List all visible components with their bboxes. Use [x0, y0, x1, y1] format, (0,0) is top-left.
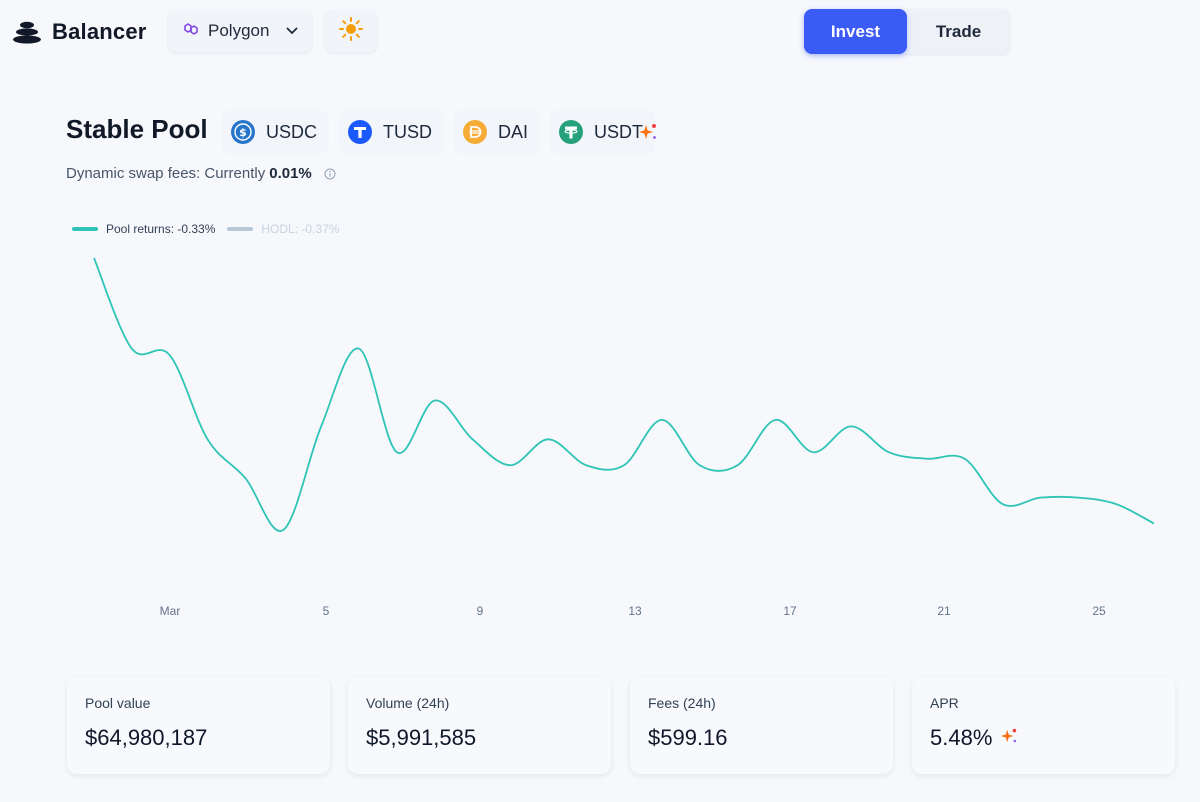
- sparkle-icon[interactable]: [1000, 725, 1018, 751]
- data-point[interactable]: [848, 423, 854, 429]
- legend-pool-returns[interactable]: Pool returns: -0.33%: [72, 222, 215, 236]
- stat-label: APR: [930, 695, 959, 711]
- data-point[interactable]: [356, 346, 362, 352]
- top-nav: Balancer Polygon: [0, 0, 1200, 64]
- data-point[interactable]: [1151, 521, 1157, 527]
- legend-label: Pool returns: -0.33%: [106, 222, 216, 236]
- x-tick-label: 9: [477, 604, 484, 618]
- x-tick-label: 17: [783, 604, 797, 618]
- token-symbol: USDC: [266, 121, 318, 142]
- chart-legend: Pool returns: -0.33% HODL: -0.37%: [72, 222, 339, 236]
- data-point[interactable]: [507, 462, 513, 468]
- stat-value-text: 5.48%: [930, 725, 993, 750]
- data-point[interactable]: [659, 417, 665, 423]
- data-point[interactable]: [583, 462, 589, 468]
- data-point[interactable]: [545, 436, 551, 442]
- token-chip-tusd[interactable]: TUSD: [339, 110, 445, 154]
- data-point[interactable]: [1000, 501, 1006, 507]
- usdc-icon: $: [230, 119, 256, 145]
- data-point[interactable]: [280, 527, 286, 533]
- stat-label: Fees (24h): [648, 695, 716, 711]
- stat-value-text: $64,980,187: [85, 725, 208, 750]
- series-line-pool-returns: [93, 257, 1155, 532]
- data-point[interactable]: [735, 462, 741, 468]
- x-tick-label: Mar: [160, 604, 181, 618]
- stat-label: Volume (24h): [366, 695, 450, 711]
- app-name: Balancer: [52, 19, 147, 44]
- data-point[interactable]: [394, 449, 400, 455]
- x-tick-label: 25: [1092, 604, 1106, 618]
- x-tick-label: 21: [937, 604, 951, 618]
- data-point[interactable]: [962, 456, 968, 462]
- data-point[interactable]: [242, 475, 248, 481]
- data-point[interactable]: [129, 346, 135, 352]
- data-point[interactable]: [1075, 495, 1081, 501]
- token-list: $ USDC TUSD DAI: [222, 110, 656, 154]
- token-chip-dai[interactable]: DAI: [454, 110, 541, 154]
- stat-value-text: $599.16: [648, 725, 728, 750]
- stat-value: $5,991,585: [366, 725, 593, 751]
- pool-title: Stable Pool: [66, 114, 208, 144]
- stat-card-fees: Fees (24h) $599.16: [630, 677, 893, 774]
- x-tick-label: 13: [628, 604, 642, 618]
- stat-card-pool-value: Pool value $64,980,187: [67, 677, 330, 774]
- token-symbol: DAI: [498, 121, 529, 142]
- stat-value-text: $5,991,585: [366, 725, 477, 750]
- sun-icon: [338, 16, 364, 47]
- network-selector[interactable]: Polygon: [168, 10, 312, 52]
- app-logo[interactable]: Balancer: [12, 16, 147, 48]
- legend-label: HODL: -0.37%: [261, 222, 340, 236]
- sparkle-icon[interactable]: [638, 122, 658, 142]
- token-symbol: USDT: [594, 121, 644, 142]
- data-point[interactable]: [621, 462, 627, 468]
- tab-trade[interactable]: Trade: [935, 21, 982, 41]
- data-point[interactable]: [167, 352, 173, 358]
- data-point[interactable]: [318, 423, 324, 429]
- data-point[interactable]: [697, 462, 703, 468]
- polygon-icon: [182, 21, 200, 42]
- network-label: Polygon: [208, 21, 270, 40]
- swap-fees-label: Dynamic swap fees: Currently: [66, 165, 266, 182]
- chevron-down-icon: [286, 27, 298, 35]
- stat-value: $599.16: [648, 725, 875, 751]
- legend-hodl[interactable]: HODL: -0.37%: [227, 222, 339, 236]
- token-symbol: TUSD: [383, 121, 433, 142]
- swap-fees-info: Dynamic swap fees: Currently 0.01%: [66, 165, 336, 182]
- usdt-icon: [558, 119, 584, 145]
- invest-trade-toggle: Invest Trade: [804, 9, 1010, 54]
- tab-invest[interactable]: Invest: [804, 9, 907, 54]
- stat-card-apr: APR 5.48%: [912, 677, 1175, 774]
- info-icon[interactable]: [324, 168, 336, 180]
- stat-value: $64,980,187: [85, 725, 312, 751]
- x-tick-label: 5: [323, 604, 330, 618]
- data-point[interactable]: [91, 255, 97, 261]
- theme-toggle-button[interactable]: [325, 10, 377, 52]
- token-chip-usdc[interactable]: $ USDC: [222, 110, 330, 154]
- data-point[interactable]: [772, 417, 778, 423]
- stat-value: 5.48%: [930, 725, 1157, 751]
- swap-fees-value: 0.01%: [269, 165, 312, 182]
- data-point[interactable]: [924, 456, 930, 462]
- stat-card-volume: Volume (24h) $5,991,585: [348, 677, 611, 774]
- data-point[interactable]: [432, 397, 438, 403]
- dai-icon: [462, 119, 488, 145]
- legend-swatch: [72, 227, 98, 231]
- token-chip-usdt[interactable]: USDT: [550, 110, 656, 154]
- data-point[interactable]: [1113, 501, 1119, 507]
- svg-text:$: $: [239, 126, 247, 139]
- balancer-logo-icon: [12, 20, 42, 44]
- data-point[interactable]: [470, 436, 476, 442]
- data-point[interactable]: [1037, 495, 1043, 501]
- data-point[interactable]: [810, 449, 816, 455]
- data-point[interactable]: [205, 436, 211, 442]
- pool-returns-chart[interactable]: Mar 5 9 13 17 21 25: [60, 240, 1180, 630]
- tusd-icon: [347, 119, 373, 145]
- data-point[interactable]: [886, 449, 892, 455]
- stat-label: Pool value: [85, 695, 151, 711]
- legend-swatch: [227, 227, 254, 231]
